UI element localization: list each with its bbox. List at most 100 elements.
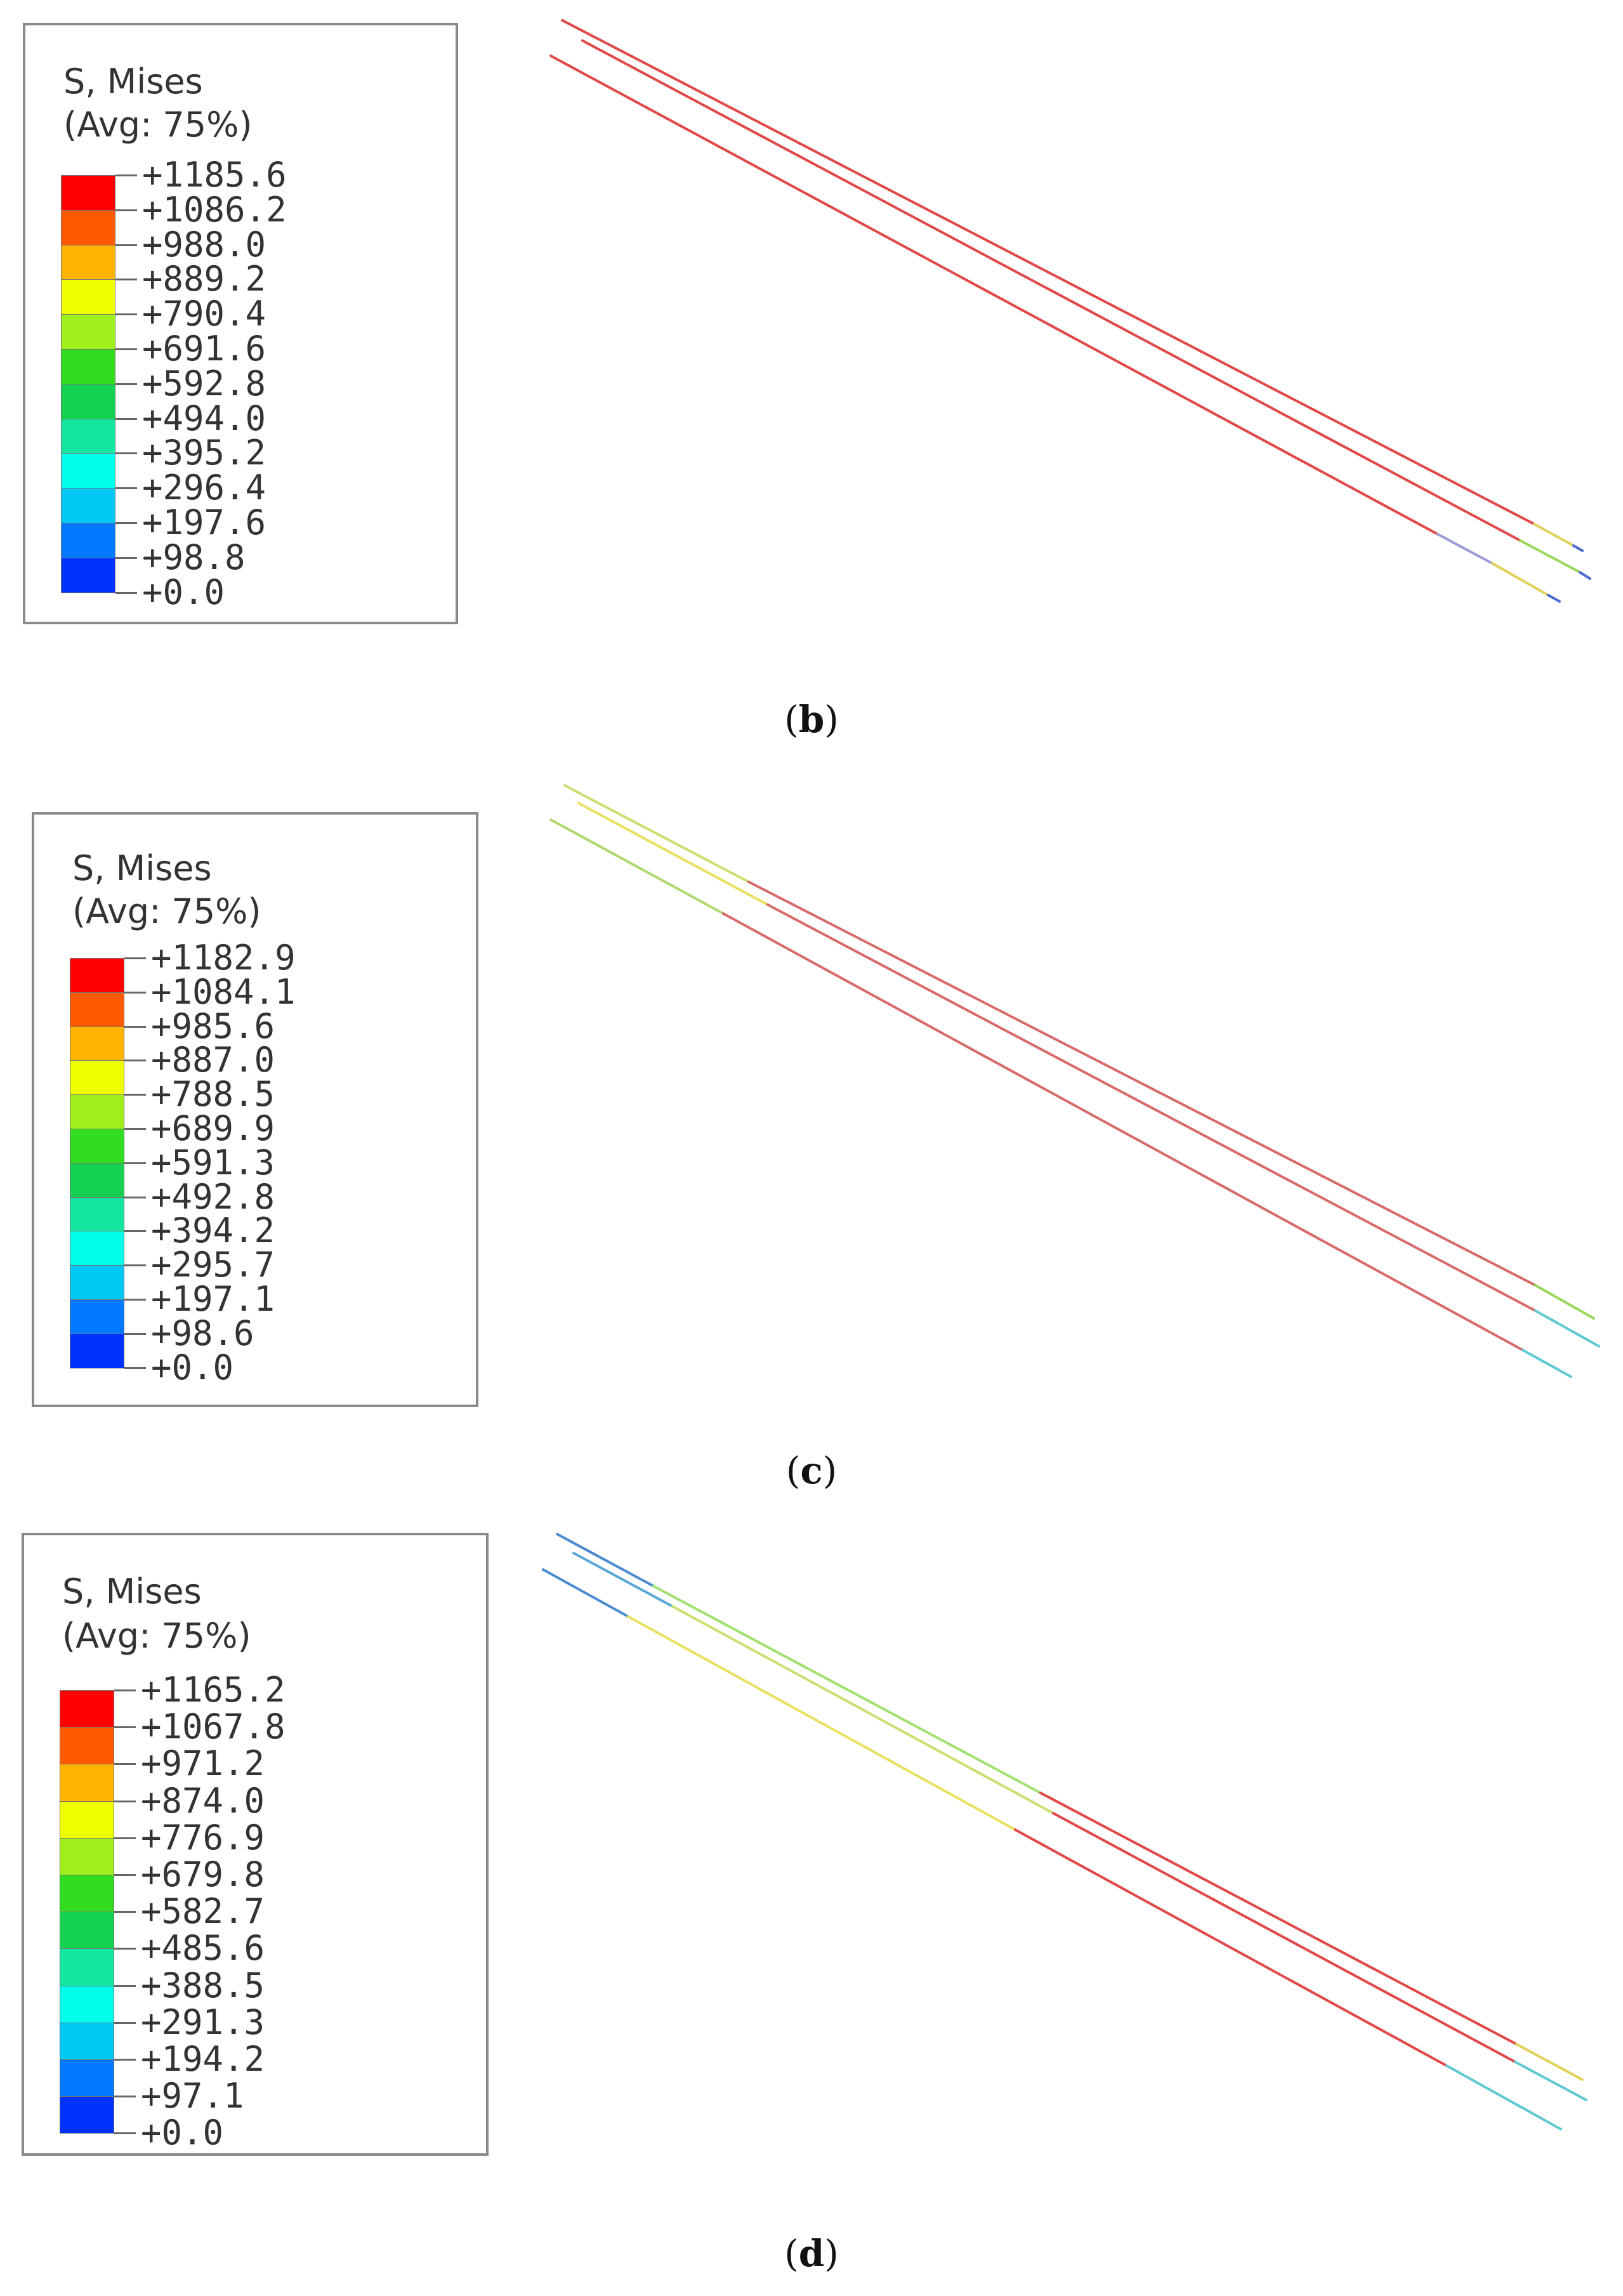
legend-value: +98.6 [151, 1313, 254, 1353]
color-band [60, 2059, 114, 2097]
color-band [61, 349, 115, 384]
strand-b-1 [561, 19, 1535, 525]
color-band [60, 1764, 114, 1802]
legend-tick [124, 957, 146, 959]
legend-value: +776.9 [141, 1817, 265, 1858]
legend-title: S, Mises [62, 1571, 202, 1611]
legend-tick [115, 487, 137, 490]
strand-c-3-end [1521, 1349, 1572, 1378]
legend-value: +689.9 [151, 1108, 275, 1148]
legend-value: +887.0 [151, 1040, 275, 1080]
strand-b-3 [549, 55, 1439, 535]
caption-b: (b) [784, 698, 839, 741]
legend-tick [114, 2059, 136, 2061]
legend-tick [115, 313, 137, 316]
strand-b-2-end [1519, 539, 1581, 574]
color-band [60, 1727, 114, 1765]
caption-c: (c) [785, 1449, 838, 1492]
legend-tick [115, 174, 137, 176]
color-band [70, 1299, 124, 1334]
legend-value: +98.8 [142, 537, 246, 577]
legend-c: S, Mises (Avg: 75%) +1182.9 +1084.1 +985.6… [32, 812, 478, 1407]
legend-tick [114, 2021, 136, 2024]
legend-value: +1185.6 [142, 155, 287, 195]
color-band [61, 209, 115, 246]
legend-value: +388.5 [141, 1965, 265, 2005]
legend-value: +592.8 [142, 363, 266, 403]
legend-d: S, Mises (Avg: 75%) +1165.2 +1067.8 +971.2… [22, 1533, 489, 2156]
legend-tick [124, 1196, 146, 1198]
color-band [70, 1333, 124, 1368]
panel-d: S, Mises (Avg: 75%) +1165.2 +1067.8 +971.2… [0, 1516, 1623, 2296]
legend-tick [114, 1874, 136, 1876]
strand-b-2-tip [1579, 571, 1591, 580]
legend-value: +485.6 [141, 1928, 265, 1969]
strand-b-3-tip [1547, 594, 1561, 603]
strand-c-2-start [577, 802, 769, 906]
legend-tick [114, 1984, 136, 1987]
legend-tick [115, 522, 137, 524]
legend-tick [114, 1763, 136, 1766]
strand-d-1 [1039, 1792, 1518, 2045]
color-band [61, 279, 115, 315]
strand-plot-d [542, 1533, 1587, 2130]
color-band [70, 1094, 124, 1129]
color-band [60, 1985, 114, 2023]
strand-b-3-end [1491, 562, 1549, 596]
legend-tick [114, 2096, 136, 2098]
strand-d-1-start [556, 1533, 655, 1587]
strand-d-3-start [542, 1568, 629, 1618]
legend-tick [124, 1332, 146, 1335]
legend-value: +97.1 [141, 2076, 244, 2116]
legend-value: +1067.8 [141, 1707, 286, 1747]
legend-subtitle: (Avg: 75%) [72, 891, 261, 931]
color-band [61, 175, 115, 211]
legend-value: +679.8 [141, 1854, 265, 1894]
legend-value: +0.0 [141, 2113, 224, 2153]
strand-c-1-end [1534, 1284, 1595, 1320]
legend-value: +395.2 [142, 433, 266, 473]
legend-value: +296.4 [142, 468, 266, 508]
legend-tick [115, 452, 137, 455]
color-band [70, 992, 124, 1027]
legend-tick [114, 1911, 136, 1913]
strand-d-1-mid [652, 1585, 1042, 1794]
color-band [60, 1912, 114, 1950]
color-band [70, 1197, 124, 1232]
legend-value: +788.5 [151, 1074, 275, 1115]
color-band [61, 488, 115, 523]
legend-tick [124, 991, 146, 994]
legend-value: +492.8 [151, 1176, 275, 1217]
legend-value: +985.6 [151, 1006, 275, 1046]
strand-d-2-start [572, 1552, 674, 1608]
legend-value: +874.0 [141, 1780, 265, 1821]
legend-value: +494.0 [142, 398, 266, 438]
legend-subtitle: (Avg: 75%) [63, 105, 253, 145]
strand-b-3-mid [1436, 533, 1494, 565]
legend-tick [115, 556, 137, 559]
legend-tick [124, 1128, 146, 1130]
color-band [60, 1875, 114, 1913]
legend-value: +394.2 [151, 1210, 275, 1251]
legend-tick [115, 244, 137, 246]
legend-tick [114, 1800, 136, 1802]
legend-tick [124, 1299, 146, 1301]
legend-value: +1084.1 [151, 971, 296, 1012]
color-band [61, 314, 115, 350]
legend-value: +790.4 [142, 294, 266, 334]
color-band [60, 1837, 114, 1875]
legend-tick [124, 1094, 146, 1096]
strand-d-1-end [1515, 2043, 1584, 2081]
strand-d-2 [1052, 1812, 1516, 2063]
legend-value: +295.7 [151, 1245, 275, 1285]
strand-c-3 [722, 912, 1524, 1351]
legend-tick [115, 279, 137, 281]
strand-c-1-start [563, 784, 750, 883]
legend-value: +197.6 [142, 502, 266, 542]
legend-tick [124, 1059, 146, 1062]
strand-d-3-end [1445, 2064, 1562, 2130]
legend-tick [124, 1230, 146, 1233]
legend-tick [115, 383, 137, 385]
legend-value: +194.2 [141, 2039, 265, 2079]
